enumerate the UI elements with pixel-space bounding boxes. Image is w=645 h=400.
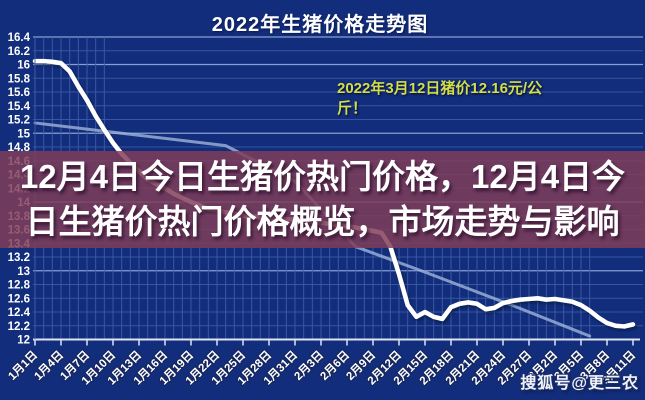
headline-line-2: 日生猪价热门价格概览，市场走势与影响 [25,202,620,240]
chart-title: 2022年生猪价格走势图 [211,14,429,36]
y-axis-label: 15.8 [8,73,31,85]
y-axis-label: 13.2 [8,252,30,264]
y-axis-label: 16 [17,60,30,72]
y-axis-label: 15.4 [8,101,31,113]
price-annotation: 2022年3月12日猪价12.16元/公 斤！ [337,79,567,118]
y-axis-label: 12 [17,335,30,347]
headline-banner: 12月4日今日生猪价热门价格，12月4日今 日生猪价热门价格概览，市场走势与影响 [0,151,645,248]
y-axis-label: 15.2 [8,115,30,127]
y-axis-label: 12.4 [8,307,31,319]
y-axis-label: 12.2 [8,321,30,333]
y-axis-label: 16.2 [8,46,30,58]
headline-line-1: 12月4日今日生猪价热门价格，12月4日今 [19,158,626,196]
y-axis-label: 12.8 [8,280,31,292]
y-axis-label: 13 [17,266,30,278]
y-axis-label: 12.6 [8,293,30,305]
y-axis-label: 15.6 [8,87,30,99]
y-axis-label: 16.4 [8,32,31,44]
watermark-sohu: 搜狐号@更三农 [520,375,639,392]
y-axis-label: 15 [17,128,30,140]
headline-text: 12月4日今日生猪价热门价格，12月4日今 日生猪价热门价格概览，市场走势与影响 [20,155,625,243]
annotation-line-1: 2022年3月12日猪价12.16元/公 [337,80,543,97]
annotation-line-2: 斤！ [337,99,368,117]
